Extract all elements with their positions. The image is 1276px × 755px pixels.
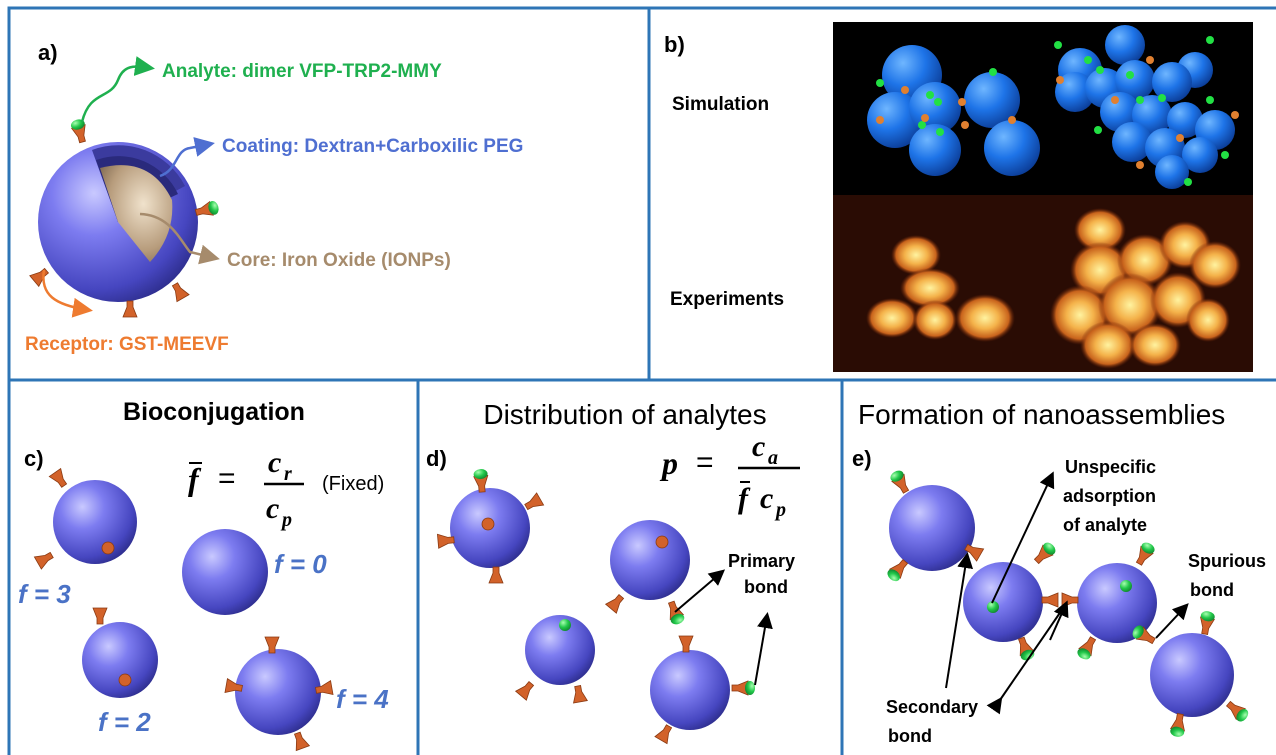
spurious-label-1: Spurious bbox=[1188, 551, 1266, 571]
sphere-f0 bbox=[182, 529, 268, 615]
secondary-label-2: bond bbox=[888, 726, 932, 746]
f-symbol: f bbox=[188, 461, 202, 497]
panel-c-label: c) bbox=[24, 446, 44, 471]
equals-sign: = bbox=[696, 446, 714, 479]
spurious-label-2: bond bbox=[1190, 580, 1234, 600]
panel-e-title: Formation of nanoassemblies bbox=[858, 399, 1225, 430]
receptor-label: Receptor: GST-MEEVF bbox=[25, 334, 229, 355]
fixed-note: (Fixed) bbox=[322, 473, 384, 495]
panel-c: Bioconjugation c) f = c r c p (Fixed) bbox=[18, 398, 389, 751]
experiments-image bbox=[833, 195, 1253, 372]
primary-bond-arrow-2 bbox=[754, 612, 773, 686]
f-equation: f = c r c p (Fixed) bbox=[188, 446, 384, 531]
sphere-e4 bbox=[1129, 609, 1252, 739]
spurious-arrow bbox=[1155, 603, 1189, 639]
panel-borders bbox=[7, 6, 1276, 755]
unspecific-arrow bbox=[991, 471, 1055, 604]
denominator-c: c bbox=[266, 492, 279, 525]
panel-b-label: b) bbox=[664, 32, 685, 57]
unspecific-label-1: Unspecific bbox=[1065, 457, 1156, 477]
sphere-e1 bbox=[884, 467, 985, 585]
sphere-e3 bbox=[1061, 539, 1158, 663]
secondary-arrow-4 bbox=[1049, 600, 1069, 641]
denominator-f: f bbox=[738, 482, 751, 515]
sphere-d2 bbox=[605, 520, 690, 627]
panel-d-label: d) bbox=[426, 446, 447, 471]
secondary-arrow-1 bbox=[945, 552, 974, 689]
unspecific-label-2: adsorption bbox=[1063, 486, 1156, 506]
f4-label: f = 4 bbox=[336, 684, 389, 714]
panel-c-title: Bioconjugation bbox=[123, 398, 305, 426]
nanoparticle-illustration bbox=[29, 117, 221, 318]
analyte-arrow bbox=[80, 56, 155, 123]
numerator-subscript: a bbox=[768, 447, 778, 469]
sphere-d4 bbox=[650, 635, 756, 745]
numerator-subscript: r bbox=[284, 463, 292, 485]
equals-sign: = bbox=[218, 462, 236, 495]
panel-b: b) Simulation Experiments bbox=[664, 22, 1253, 372]
sphere-d3 bbox=[515, 615, 595, 704]
panel-e: Formation of nanoassemblies e) bbox=[852, 399, 1266, 746]
numerator-c: c bbox=[268, 446, 281, 479]
coating-arrow bbox=[159, 137, 215, 178]
p-equation: p = c a f c p bbox=[659, 430, 800, 521]
primary-bond-label-1: Primary bbox=[728, 551, 795, 571]
denominator-subscript: p bbox=[774, 499, 786, 521]
experiments-label: Experiments bbox=[670, 289, 784, 310]
numerator-c: c bbox=[752, 430, 765, 463]
core-arrow bbox=[139, 212, 220, 265]
f3-label: f = 3 bbox=[18, 579, 71, 609]
panel-d: Distribution of analytes d) p = c a f c … bbox=[426, 399, 800, 745]
receptor-arrow bbox=[42, 269, 93, 318]
sphere-d1 bbox=[437, 467, 545, 584]
panel-d-title: Distribution of analytes bbox=[483, 399, 766, 430]
coating-label: Coating: Dextran+Carboxilic PEG bbox=[222, 136, 523, 157]
panel-a-label: a) bbox=[38, 40, 58, 65]
core-label: Core: Iron Oxide (IONPs) bbox=[227, 250, 451, 271]
sphere-f3 bbox=[33, 468, 137, 570]
secondary-arrow-3 bbox=[986, 603, 1067, 715]
simulation-label: Simulation bbox=[672, 94, 769, 115]
panel-a: a) Analyte: dimer VFP-TRP2-MMY Coating: … bbox=[25, 40, 523, 355]
denominator-subscript: p bbox=[280, 509, 292, 531]
f0-label: f = 0 bbox=[274, 549, 327, 579]
analyte-label: Analyte: dimer VFP-TRP2-MMY bbox=[162, 61, 442, 82]
panel-e-label: e) bbox=[852, 446, 872, 471]
secondary-label-1: Secondary bbox=[886, 697, 978, 717]
sphere-f2 bbox=[82, 607, 158, 698]
f2-label: f = 2 bbox=[98, 707, 151, 737]
simulation-image bbox=[833, 22, 1253, 195]
unspecific-label-3: of analyte bbox=[1063, 515, 1147, 535]
sphere-e2 bbox=[963, 539, 1059, 663]
p-symbol: p bbox=[659, 445, 678, 481]
denominator-c: c bbox=[760, 482, 773, 515]
sphere-f4 bbox=[224, 636, 334, 751]
primary-bond-label-2: bond bbox=[744, 577, 788, 597]
primary-bond-arrow-1 bbox=[674, 569, 726, 613]
